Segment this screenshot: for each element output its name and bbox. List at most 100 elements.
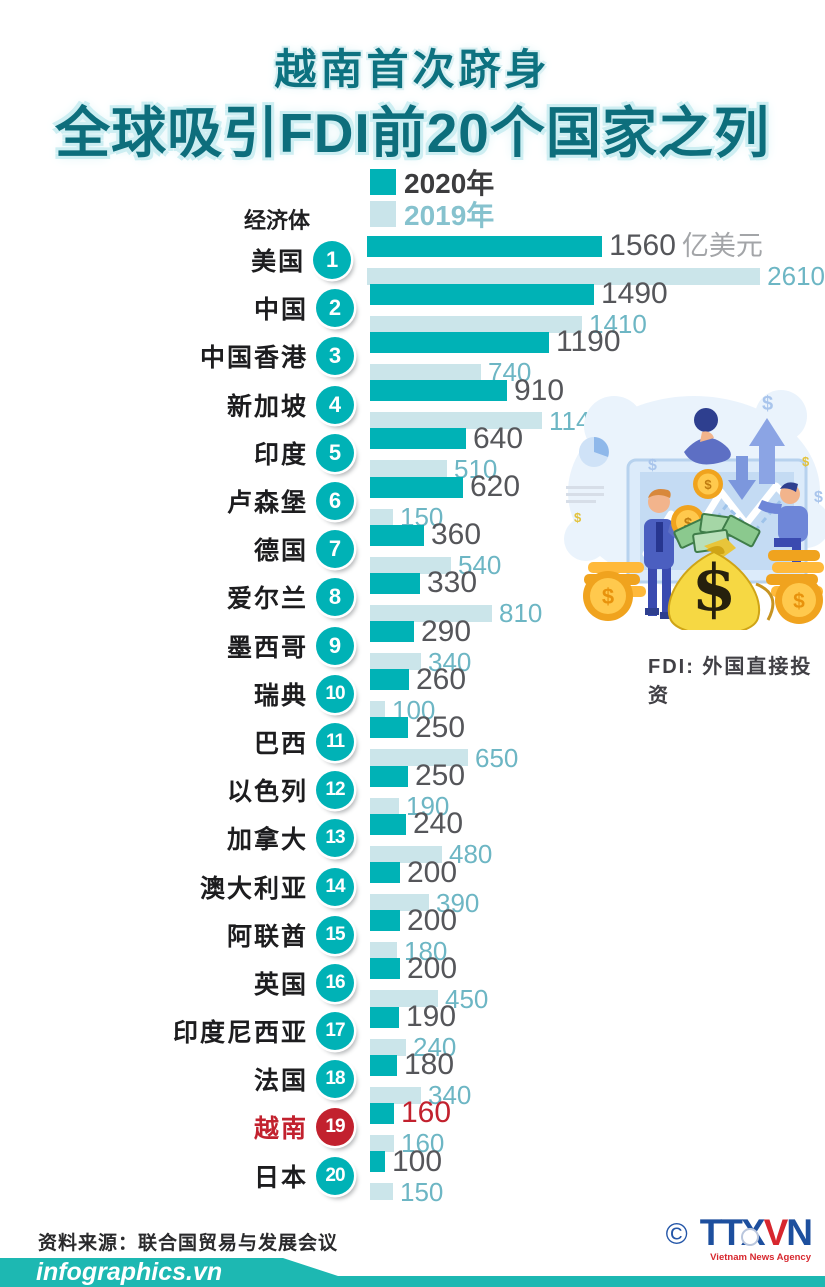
value-2020: 620 (470, 470, 521, 504)
country-label: 英国 (253, 970, 308, 999)
person-left (644, 489, 690, 619)
banknotes-icon (673, 512, 761, 554)
bar-2019 (370, 556, 451, 574)
rank-badge: 16 (316, 963, 354, 1002)
page-title: 全球吸引FDI前20个国家之列 (55, 102, 770, 164)
bar-2020 (370, 910, 400, 932)
value-2019: 160 (401, 1128, 445, 1159)
value-2019: 180 (404, 935, 448, 966)
bar-group: 200 390 (370, 857, 480, 918)
svg-text:$: $ (602, 584, 614, 609)
value-2019: 390 (436, 887, 480, 918)
value-2019: 1410 (589, 309, 647, 340)
country-label: 美国 (251, 248, 306, 277)
bar-group: 190 240 (370, 1002, 456, 1060)
chart-row: 中国香港 3 1190 740 (0, 327, 825, 386)
bar-2019 (370, 894, 429, 912)
bar-2020 (370, 1102, 394, 1124)
bar-2019 (370, 315, 582, 333)
ttxvn-letter-n: N (786, 1212, 813, 1253)
country-label: 中国 (253, 296, 308, 325)
bar-group: 200 450 (370, 951, 489, 1014)
country-label: 越南 (253, 1115, 308, 1144)
chart-row: 瑞典 10 260 100 (0, 664, 825, 723)
down-arrow-icon (728, 456, 756, 500)
bar-line-2020: 640 (370, 423, 523, 454)
rank-badge: 15 (316, 915, 354, 954)
bar-line-2020: 1190 (370, 327, 621, 357)
rank-badge: 10 (316, 674, 354, 713)
chart-row: 美国 1 1560 亿美元 2610 (0, 231, 825, 290)
bar-2020 (370, 813, 406, 835)
bar-line-2020: 250 (370, 712, 518, 743)
country-label: 以色列 (226, 778, 308, 807)
bar-line-2020: 200 (370, 857, 479, 888)
pie-chart-icon (579, 437, 609, 467)
bar-2019 (370, 1183, 393, 1201)
chart-row: 日本 20 100 150 (0, 1146, 825, 1205)
value-2019: 450 (445, 983, 489, 1014)
chart-rows: 美国 1 1560 亿美元 2610 中国 2 1490 1410 中国香港 3 1190 740 新加坡… (0, 231, 825, 1205)
bar-2019 (370, 749, 468, 767)
data-source: 资料来源：联合国贸易与发展会议 (38, 1233, 339, 1254)
chart-legend: 2020年 2019年 (370, 168, 494, 232)
rank-badge: 7 (316, 530, 354, 569)
bar-line-2019: 190 (370, 793, 465, 819)
bar-line-2019: 650 (370, 745, 518, 771)
bar-line-2020: 240 (370, 809, 492, 839)
bar-group: 330 810 (370, 568, 542, 626)
chart-row: 阿联酋 15 200 180 (0, 905, 825, 964)
bar-line-2020: 190 (370, 1002, 456, 1032)
bar-2019 (370, 990, 438, 1008)
bar-2020 (370, 572, 420, 594)
bar-2020 (370, 1054, 397, 1076)
value-2020: 200 (407, 903, 458, 937)
legend-label-2020: 2020年 (404, 168, 495, 199)
value-2020: 260 (416, 662, 467, 696)
country-label: 阿联酋 (226, 922, 308, 951)
bar-group: 250 190 (370, 761, 465, 819)
bar-2019 (370, 701, 385, 719)
chart-row: 卢森堡 6 620 150 (0, 472, 825, 531)
infographics-site-label: infographics.vn (36, 1258, 223, 1286)
bar-2020 (370, 765, 408, 787)
bar-group: 1560 亿美元 2610 (367, 231, 825, 289)
bar-line-2020: 200 (370, 951, 488, 985)
rank-badge: 2 (316, 289, 354, 328)
country-label: 印度 (253, 440, 308, 469)
value-2019: 650 (475, 742, 519, 773)
country-label: 日本 (253, 1163, 308, 1192)
bar-2020 (370, 283, 594, 305)
value-2020: 200 (407, 951, 458, 985)
value-2020: 1560 (609, 229, 676, 263)
country-label: 墨西哥 (226, 633, 308, 662)
bar-line-2020: 330 (370, 568, 542, 598)
chart-row: 德国 7 360 540 (0, 520, 825, 579)
svg-text:$: $ (684, 515, 693, 532)
value-2020: 100 (392, 1144, 443, 1178)
bar-group: 260 100 (370, 662, 467, 723)
value-2020: 1490 (601, 277, 668, 311)
bar-2020 (370, 669, 409, 691)
ttxvn-logo: © TTXVN Vietnam News Agency (666, 1212, 813, 1263)
bar-group: 360 540 (370, 520, 501, 578)
rank-badge: 5 (316, 433, 354, 472)
svg-text:$: $ (802, 454, 810, 469)
country-label: 中国香港 (199, 344, 308, 373)
bar-2019 (370, 604, 492, 622)
value-2019: 340 (428, 646, 472, 677)
rank-badge: 18 (316, 1060, 354, 1099)
bar-2019 (370, 1134, 394, 1152)
svg-text:$: $ (692, 551, 737, 626)
bar-2019 (370, 1038, 406, 1056)
rank-badge: 1 (313, 241, 352, 280)
coin-stack-right: $ (766, 550, 824, 624)
bar-line-2020: 290 (370, 616, 471, 647)
bar-line-2019: 160 (370, 1130, 451, 1156)
bar-2020 (370, 380, 507, 402)
up-arrow-icon (749, 418, 785, 484)
value-2019: 810 (499, 598, 543, 629)
bar-line-2019: 2610 (367, 263, 825, 289)
bar-line-2020: 200 (370, 903, 458, 937)
bar-2019 (370, 460, 447, 478)
